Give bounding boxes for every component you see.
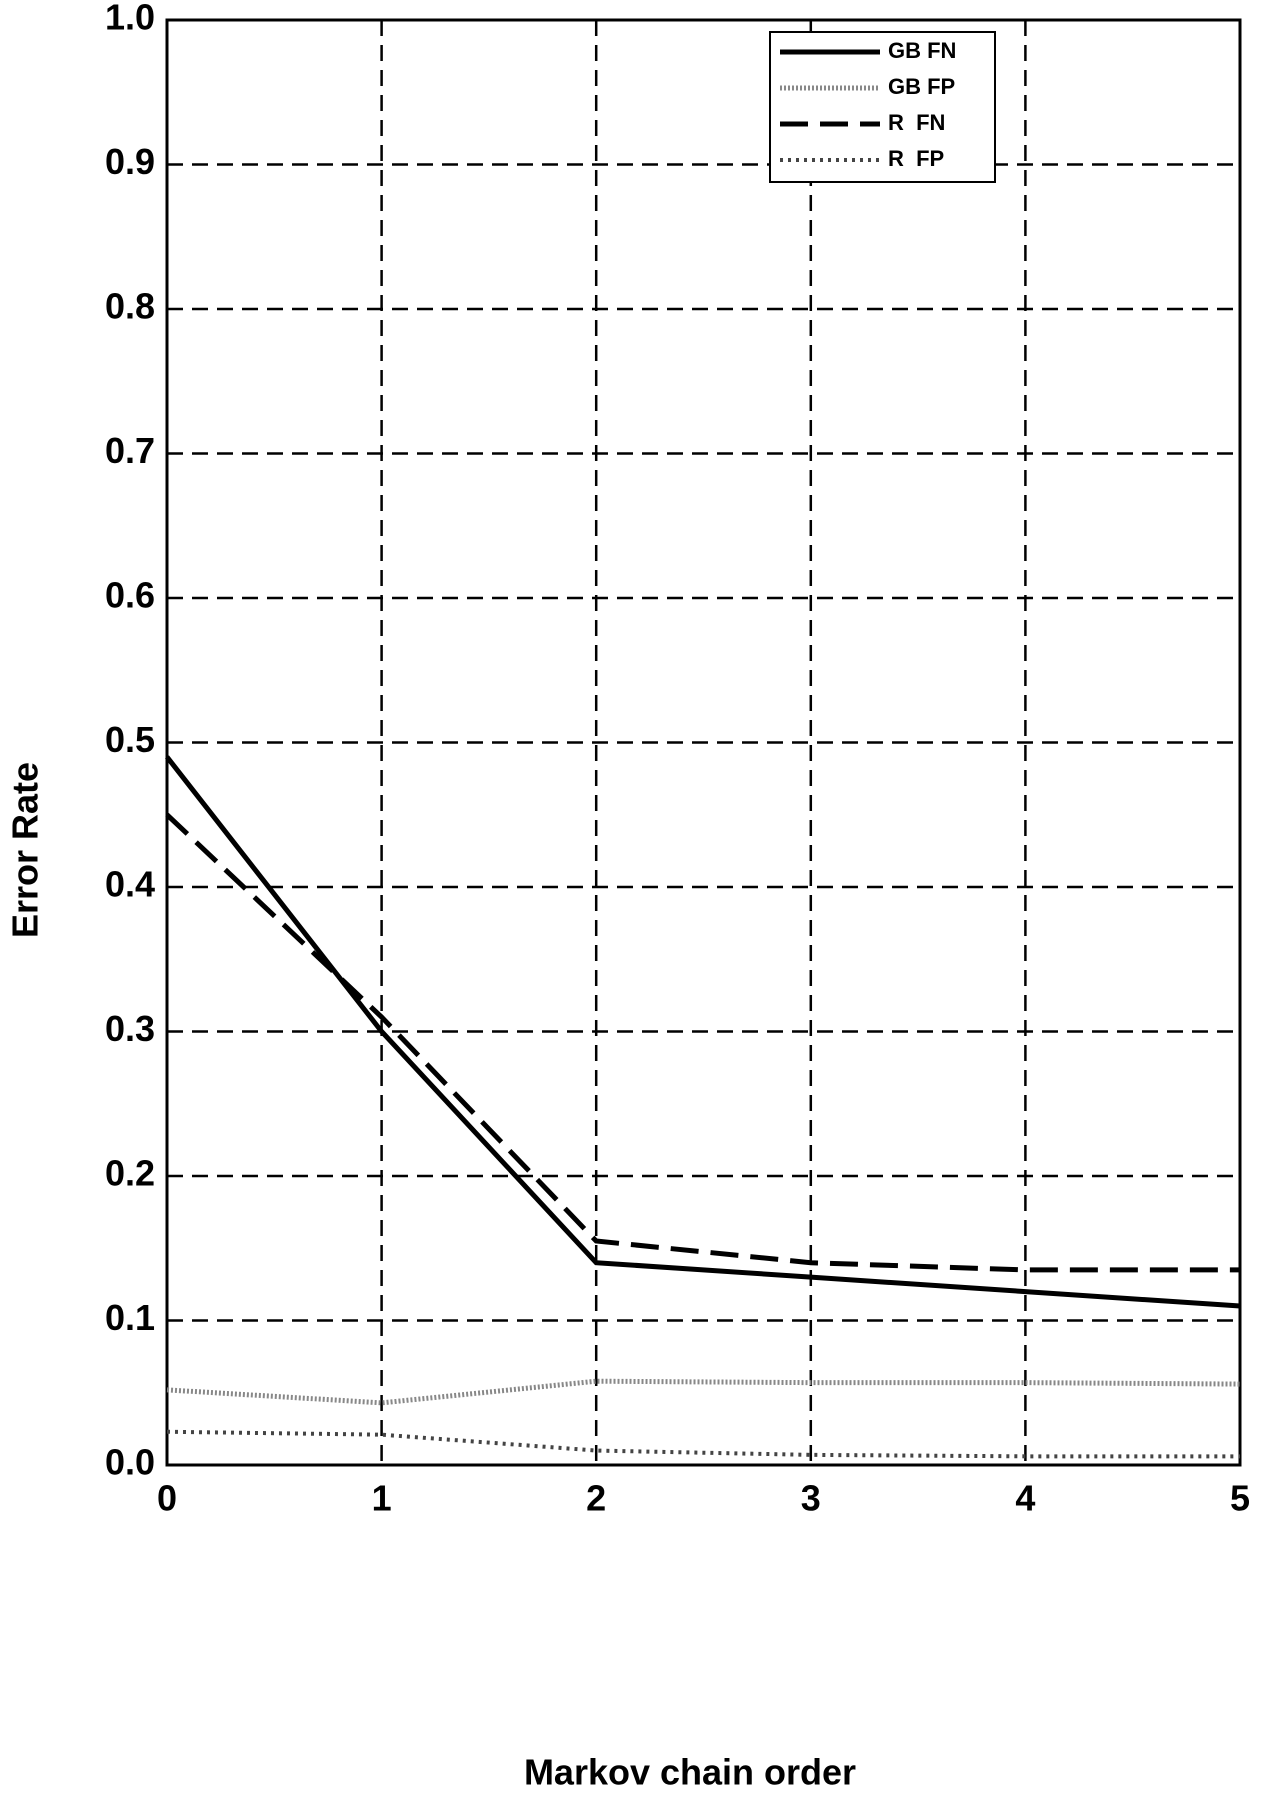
x-axis-label: Markov chain order bbox=[524, 1752, 856, 1793]
x-tick-label: 3 bbox=[801, 1478, 821, 1519]
y-tick-label: 0.3 bbox=[105, 1008, 155, 1049]
legend-box bbox=[769, 31, 996, 183]
y-tick-label: 1.0 bbox=[105, 0, 155, 38]
y-tick-label: 0.7 bbox=[105, 430, 155, 471]
data-line bbox=[166, 1429, 1240, 1459]
data-line bbox=[165, 812, 1240, 1273]
y-tick-label: 0.4 bbox=[105, 864, 155, 905]
legend-label: R FP bbox=[888, 146, 944, 171]
y-tick-label: 0.9 bbox=[105, 141, 155, 182]
x-tick-label: 1 bbox=[372, 1478, 392, 1519]
x-tick-label: 5 bbox=[1230, 1478, 1250, 1519]
x-tick-label: 0 bbox=[157, 1478, 177, 1519]
y-tick-label: 0.2 bbox=[105, 1153, 155, 1194]
x-tick-label: 4 bbox=[1015, 1478, 1035, 1519]
plot-frame bbox=[165, 18, 1242, 1467]
y-tick-label: 0.6 bbox=[105, 575, 155, 616]
y-tick-label: 0.8 bbox=[105, 286, 155, 327]
legend-label: R FN bbox=[888, 110, 945, 135]
x-tick-label: 2 bbox=[586, 1478, 606, 1519]
y-tick-label: 0.1 bbox=[105, 1297, 155, 1338]
data-line bbox=[166, 1378, 1241, 1406]
y-tick-label: 0.5 bbox=[105, 719, 155, 760]
legend-label: GB FP bbox=[888, 74, 955, 99]
y-axis-label: Error Rate bbox=[5, 762, 46, 938]
legend-label: GB FN bbox=[888, 38, 956, 63]
y-tick-label: 0.0 bbox=[105, 1442, 155, 1483]
